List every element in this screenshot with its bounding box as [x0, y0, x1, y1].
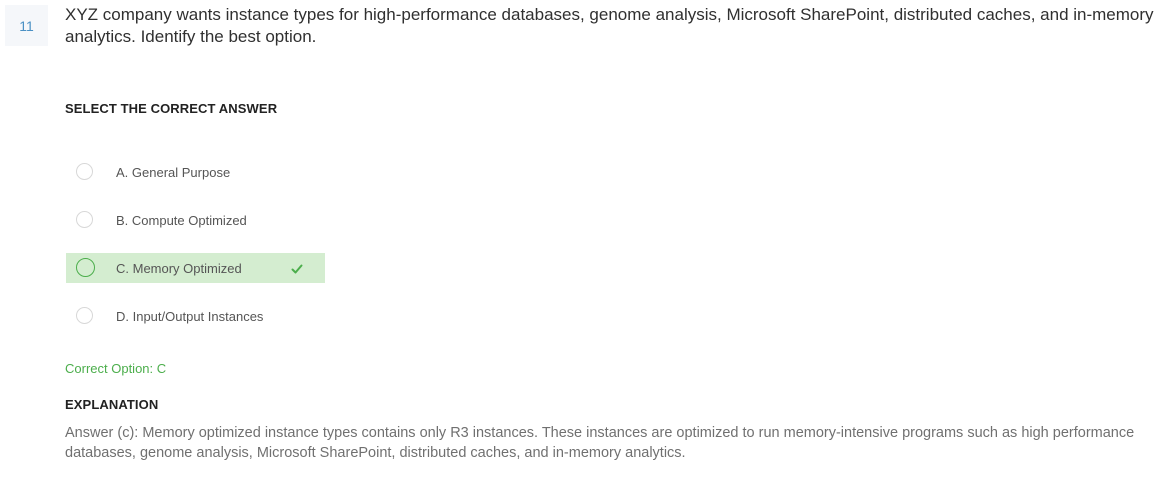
option-label: A. General Purpose [116, 165, 231, 180]
explanation-heading: EXPLANATION [65, 397, 159, 412]
option-a[interactable]: A. General Purpose [66, 157, 325, 187]
question-text: XYZ company wants instance types for hig… [65, 5, 1154, 46]
option-label: B. Compute Optimized [116, 213, 247, 228]
select-answer-heading: SELECT THE CORRECT ANSWER [65, 101, 278, 116]
option-d[interactable]: D. Input/Output Instances [66, 301, 325, 331]
option-label: D. Input/Output Instances [116, 309, 264, 324]
check-icon [291, 264, 303, 274]
option-c[interactable]: C. Memory Optimized [66, 253, 325, 283]
option-b[interactable]: B. Compute Optimized [66, 205, 325, 235]
question-number: 11 [5, 5, 48, 46]
radio-button[interactable] [76, 307, 93, 324]
explanation-text: Answer (c): Memory optimized instance ty… [65, 425, 1135, 461]
radio-button[interactable] [76, 258, 95, 277]
option-label: C. Memory Optimized [116, 261, 242, 276]
correct-option-text: Correct Option: C [65, 361, 167, 376]
radio-button[interactable] [76, 163, 93, 180]
radio-button[interactable] [76, 211, 93, 228]
